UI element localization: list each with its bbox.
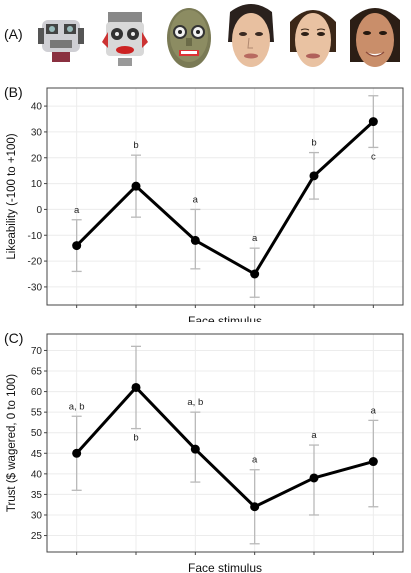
- chart-likeability-ylabel: Likeability (-100 to +100): [6, 133, 18, 259]
- chart-likeability-significance-label: c: [371, 151, 376, 162]
- chart-trust-ylabel: Trust ($ wagered, 0 to 100): [6, 374, 18, 512]
- chart-likeability-xlabel: Face stimulus: [188, 314, 262, 322]
- panel-c-label: (C): [4, 330, 24, 346]
- humanlike-face-4-image: [224, 2, 278, 74]
- chart-trust-ytick-label: 35: [31, 490, 43, 501]
- human-face-6-image: [348, 2, 402, 74]
- trust-chart: 25 30 35 40 45 50 55 60 65 70 Face stimulus Trust (…: [6, 333, 404, 573]
- chart-trust-data-point: [368, 457, 378, 467]
- chart-trust-data-point: [131, 382, 141, 392]
- chart-likeability-significance-label: b: [311, 138, 316, 149]
- panel-b-label: (B): [4, 84, 23, 100]
- chart-trust-series-line: [75, 385, 374, 509]
- chart-trust-ytick-label: 30: [31, 510, 43, 521]
- chart-likeability-ytick-label: 20: [31, 153, 43, 164]
- mechanical-robot-2-image: [98, 2, 152, 74]
- android-face-3-image: [162, 2, 216, 74]
- chart-trust-data-point: [309, 473, 319, 483]
- chart-likeability-data-point: [72, 241, 82, 251]
- humanlike-face-5-image: [286, 2, 340, 74]
- chart-trust-ytick-label: 50: [31, 428, 43, 439]
- chart-trust-significance-label: a, b: [69, 401, 85, 412]
- chart-likeability-ytick-label: 10: [31, 179, 43, 190]
- chart-likeability-significance-label: b: [133, 140, 138, 151]
- chart-trust-significance-label: a, b: [187, 397, 203, 408]
- chart-trust-significance-label: b: [133, 433, 138, 444]
- chart-likeability-ytick-label: -20: [28, 257, 43, 268]
- chart-trust-ytick-label: 70: [31, 346, 43, 357]
- chart-trust-ytick-label: 40: [31, 469, 43, 480]
- chart-trust-ytick-label: 45: [31, 449, 43, 460]
- chart-trust-data-point: [250, 502, 260, 512]
- mechanical-robot-1-image: [34, 2, 88, 74]
- chart-trust-data-point: [72, 448, 82, 458]
- chart-trust-ytick-label: 65: [31, 367, 43, 378]
- chart-likeability-significance-label: a: [74, 205, 80, 216]
- chart-likeability-significance-label: a: [193, 194, 199, 205]
- likeability-chart: -30 -20 -10 0 10 20 30 40 Face stimulus Likeabili…: [6, 87, 404, 322]
- chart-likeability-data-point: [309, 171, 319, 181]
- chart-likeability-ytick-label: 0: [36, 205, 42, 216]
- chart-likeability-ytick-label: -10: [28, 231, 43, 242]
- chart-trust-ytick-label: 55: [31, 408, 43, 419]
- chart-likeability-data-point: [250, 269, 260, 279]
- chart-trust-data-point: [190, 444, 200, 454]
- chart-trust-plot-frame: [46, 333, 404, 553]
- chart-trust-significance-label: a: [371, 405, 377, 416]
- chart-likeability-ytick-label: 30: [31, 127, 43, 138]
- chart-trust-ytick-label: 60: [31, 387, 43, 398]
- chart-trust-significance-label: a: [311, 430, 317, 441]
- chart-likeability-ytick-label: -30: [28, 282, 43, 293]
- chart-likeability-data-point: [368, 117, 378, 127]
- chart-trust-significance-label: a: [252, 455, 258, 466]
- chart-likeability-series-line: [75, 120, 375, 276]
- chart-likeability-plot-frame: [46, 87, 404, 306]
- chart-likeability-data-point: [190, 235, 200, 245]
- chart-trust-ytick-label: 25: [31, 531, 43, 542]
- chart-likeability-data-point: [131, 181, 141, 191]
- panel-a-label: (A): [4, 26, 23, 42]
- chart-likeability-significance-label: a: [252, 233, 258, 244]
- chart-trust-xlabel: Face stimulus: [188, 561, 262, 573]
- chart-likeability-ytick-label: 40: [31, 102, 43, 113]
